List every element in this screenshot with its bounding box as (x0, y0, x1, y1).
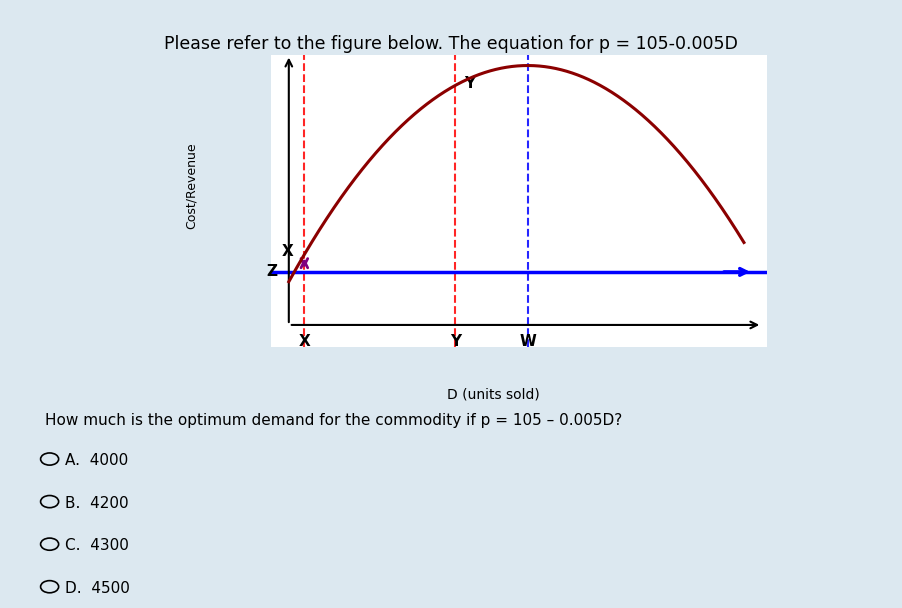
Text: Y: Y (465, 75, 475, 91)
Text: Y: Y (450, 334, 461, 348)
Text: D (units sold): D (units sold) (447, 387, 540, 401)
Text: Cost/Revenue: Cost/Revenue (185, 143, 198, 229)
Text: Please refer to the figure below. The equation for p = 105-0.005D: Please refer to the figure below. The eq… (164, 35, 738, 53)
Text: C.  4300: C. 4300 (65, 538, 129, 553)
Text: 25,000+65D: 25,000+65D (0, 607, 1, 608)
Text: X: X (299, 334, 310, 348)
Text: How much is the optimum demand for the commodity if p = 105 – 0.005D?: How much is the optimum demand for the c… (45, 413, 622, 429)
Text: A.  4000: A. 4000 (65, 453, 128, 468)
Text: B.  4200: B. 4200 (65, 496, 129, 511)
Text: D.  4500: D. 4500 (65, 581, 130, 596)
Text: Z: Z (266, 264, 278, 280)
Text: W: W (520, 334, 536, 348)
Text: X: X (281, 244, 293, 259)
